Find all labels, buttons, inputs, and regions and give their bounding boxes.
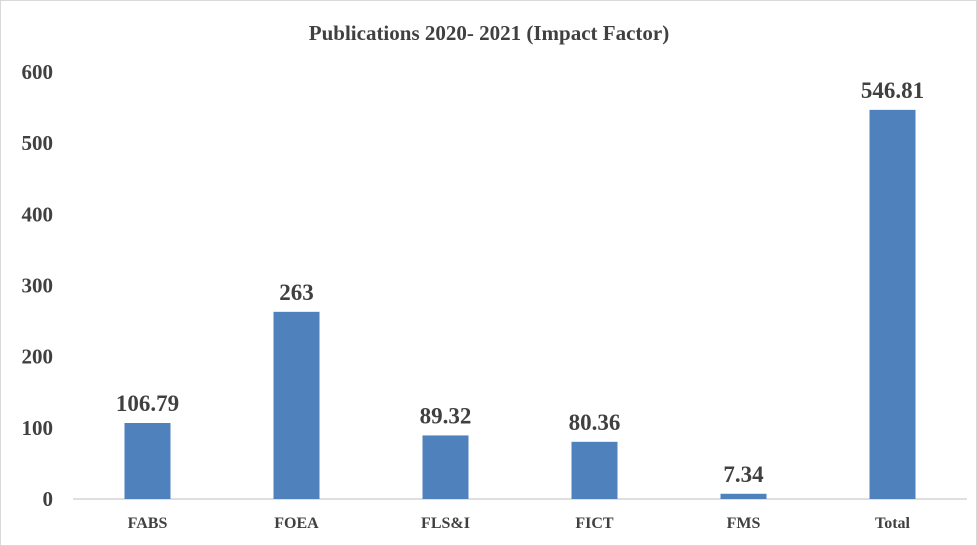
- bar: [273, 311, 320, 499]
- data-labels: 106.79 263 89.32 80.36 7.34 546.81: [116, 78, 924, 487]
- x-tick-label: FOEA: [274, 515, 319, 532]
- bar: [571, 441, 618, 499]
- bar-series: [124, 109, 916, 500]
- x-tick-label: FABS: [128, 515, 168, 532]
- bar: [422, 435, 469, 499]
- y-tick-label: 100: [22, 416, 54, 440]
- x-tick-label: FLS&I: [421, 515, 470, 532]
- y-tick-label: 400: [22, 202, 54, 226]
- y-tick-label: 0: [43, 487, 54, 511]
- x-tick-label: Total: [875, 515, 911, 532]
- y-tick-label: 500: [22, 131, 54, 155]
- y-axis-ticks: 0 100 200 300 400 500 600: [22, 60, 54, 511]
- y-tick-label: 300: [22, 274, 54, 298]
- x-axis-ticks: FABS FOEA FLS&I FICT FMS Total: [128, 515, 911, 532]
- y-tick-label: 200: [22, 345, 54, 369]
- data-label: 80.36: [569, 410, 621, 435]
- data-label: 89.32: [420, 403, 472, 428]
- data-label: 546.81: [861, 78, 924, 103]
- x-tick-label: FICT: [575, 515, 614, 532]
- y-tick-label: 600: [22, 60, 54, 84]
- bar: [720, 493, 767, 499]
- chart-title: Publications 2020- 2021 (Impact Factor): [309, 21, 669, 45]
- bar: [124, 423, 171, 499]
- data-label: 106.79: [116, 391, 179, 416]
- bar: [869, 109, 916, 500]
- x-tick-label: FMS: [727, 515, 761, 532]
- data-label: 263: [279, 280, 314, 305]
- data-label: 7.34: [723, 462, 764, 487]
